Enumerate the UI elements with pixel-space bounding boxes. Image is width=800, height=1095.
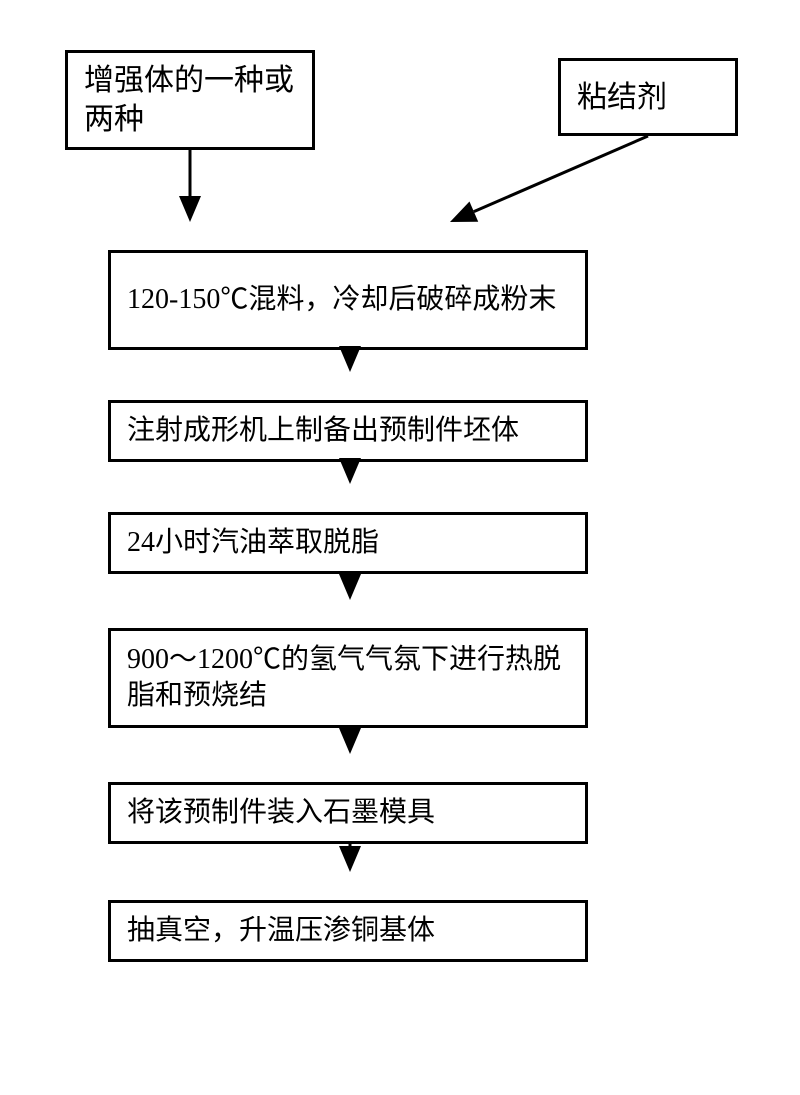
box-step-graphite-mold: 将该预制件装入石墨模具 [108,782,588,844]
box-step-injection: 注射成形机上制备出预制件坯体 [108,400,588,462]
box-step-degrease: 24小时汽油萃取脱脂 [108,512,588,574]
box-binder: 粘结剂 [558,58,738,136]
box-step-presinter: 900～1200℃的氢气气氛下进行热脱脂和预烧结 [108,628,588,728]
box-step-mix: 120-150℃混料，冷却后破碎成粉末 [108,250,588,350]
box-step-infiltrate: 抽真空，升温压渗铜基体 [108,900,588,962]
box-reinforcement: 增强体的一种或两种 [65,50,315,150]
